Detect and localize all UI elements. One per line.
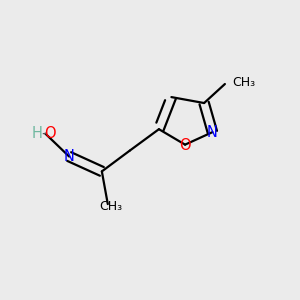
Text: CH₃: CH₃ <box>99 200 122 213</box>
Text: O: O <box>45 126 56 141</box>
Text: N: N <box>207 125 218 140</box>
Text: CH₃: CH₃ <box>232 76 255 89</box>
Text: O: O <box>179 138 191 153</box>
Text: N: N <box>64 149 75 164</box>
Text: H: H <box>32 126 43 141</box>
Text: -: - <box>41 126 46 141</box>
